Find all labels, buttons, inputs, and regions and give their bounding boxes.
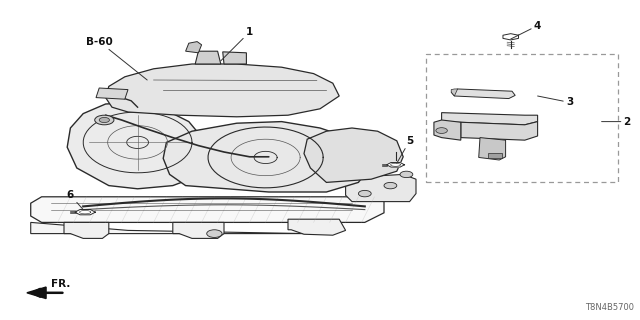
Text: T8N4B5700: T8N4B5700 — [584, 303, 634, 312]
Polygon shape — [195, 51, 221, 64]
Text: 3: 3 — [538, 96, 573, 108]
Circle shape — [95, 115, 114, 125]
Polygon shape — [27, 287, 46, 299]
Text: 1: 1 — [221, 27, 253, 61]
Text: 4: 4 — [511, 20, 541, 39]
Polygon shape — [106, 64, 339, 117]
Bar — [488, 153, 502, 158]
Polygon shape — [461, 122, 538, 140]
Circle shape — [384, 182, 397, 189]
Text: B-60: B-60 — [86, 36, 147, 80]
Circle shape — [358, 190, 371, 197]
Polygon shape — [288, 219, 346, 235]
Polygon shape — [75, 210, 95, 215]
Polygon shape — [304, 128, 403, 182]
Polygon shape — [31, 222, 307, 234]
Circle shape — [400, 171, 413, 178]
Polygon shape — [387, 163, 404, 167]
Polygon shape — [479, 138, 506, 160]
Polygon shape — [346, 174, 416, 202]
Polygon shape — [163, 122, 368, 192]
Text: FR.: FR. — [51, 279, 70, 289]
Polygon shape — [64, 222, 109, 238]
Polygon shape — [223, 52, 246, 64]
Bar — [426, 54, 618, 182]
Text: 2: 2 — [602, 116, 631, 127]
Polygon shape — [434, 120, 461, 140]
Text: 5: 5 — [397, 136, 413, 163]
Polygon shape — [67, 102, 211, 189]
Polygon shape — [31, 197, 384, 222]
Circle shape — [207, 230, 222, 237]
Polygon shape — [503, 34, 518, 40]
Polygon shape — [451, 89, 515, 99]
Polygon shape — [451, 89, 458, 96]
Circle shape — [99, 117, 109, 123]
Text: 6: 6 — [67, 190, 83, 210]
Polygon shape — [442, 113, 538, 125]
Polygon shape — [96, 88, 128, 99]
Polygon shape — [186, 42, 202, 53]
Circle shape — [436, 128, 447, 133]
Polygon shape — [173, 222, 224, 238]
